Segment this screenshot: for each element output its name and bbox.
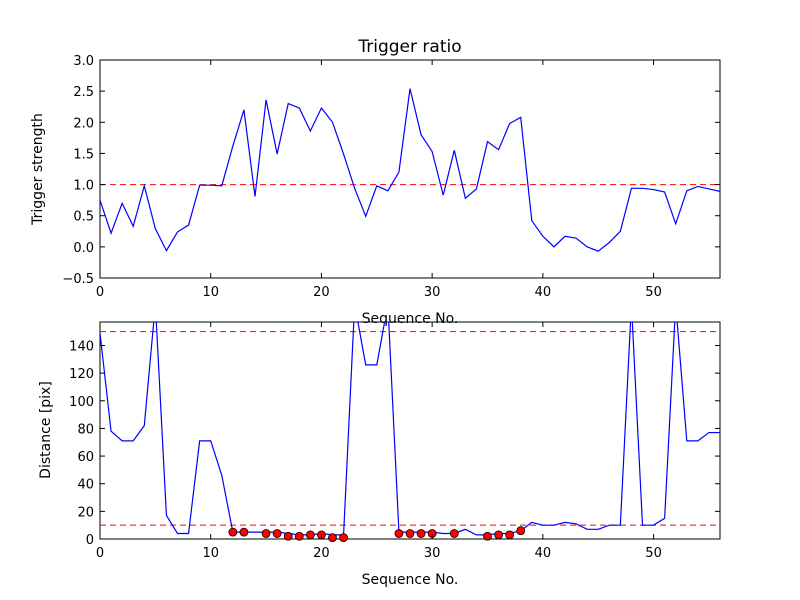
bottom-y-tick-label: 0: [86, 533, 94, 548]
top-x-axis-label: Sequence No.: [362, 311, 459, 327]
bottom-x-tick-label: 10: [202, 546, 219, 561]
top-y-tick-label: 3.0: [73, 54, 94, 69]
bottom-y-tick-label: 20: [77, 505, 94, 520]
top-x-tick-label: 0: [96, 285, 104, 300]
top-y-tick-label: 0.5: [73, 210, 94, 225]
bottom-data-marker: [305, 530, 315, 540]
top-x-tick-label: 50: [645, 285, 662, 300]
bottom-data-marker: [405, 529, 415, 538]
top-y-tick-label: 2.5: [73, 85, 94, 100]
bottom-data-marker: [261, 529, 271, 538]
bottom-data-marker: [416, 529, 426, 538]
bottom-data-marker: [294, 531, 304, 541]
bottom-x-tick-label: 0: [96, 546, 104, 561]
top-series-line: [100, 88, 720, 252]
bottom-y-tick-label: 60: [77, 450, 94, 465]
bottom-x-tick-label: 50: [645, 546, 662, 561]
bottom-data-marker: [339, 533, 348, 543]
bottom-plot-frame: [99, 321, 721, 540]
bottom-series-line: [100, 322, 720, 536]
bottom-y-tick-label: 100: [69, 395, 94, 410]
top-plot-frame: [99, 59, 721, 279]
bottom-data-marker: [239, 527, 249, 537]
top-y-tick-label: 1.0: [73, 179, 94, 194]
bottom-data-marker: [483, 531, 492, 541]
bottom-x-tick-label: 20: [313, 546, 330, 561]
top-y-tick-label: 0.0: [73, 241, 94, 256]
top-x-tick-label: 30: [424, 285, 441, 300]
bottom-x-tick-label: 30: [424, 546, 441, 561]
bottom-y-axis-label: Distance [pix]: [38, 381, 54, 479]
bottom-x-tick-label: 40: [535, 546, 552, 561]
bottom-data-marker: [449, 529, 459, 538]
top-x-tick-label: 20: [313, 285, 330, 300]
bottom-plot-area: 0 10 20 30 40 50 0 20 40 60 80 100 120 140: [69, 322, 720, 561]
bottom-y-tick-label: 80: [77, 422, 94, 437]
bottom-data-layer: [100, 322, 720, 536]
top-x-tick-label: 40: [535, 285, 552, 300]
top-y-tick-label: 1.5: [73, 147, 94, 162]
bottom-data-marker: [228, 527, 238, 537]
top-x-tick-label: 10: [202, 285, 219, 300]
top-y-tick-label: 2.0: [73, 116, 94, 131]
top-y-axis-label: Trigger strength: [30, 113, 46, 226]
bottom-data-marker: [272, 529, 282, 538]
bottom-y-tick-label: 120: [69, 367, 94, 382]
bottom-data-marker: [516, 526, 526, 536]
top-y-tick-label: −0.5: [62, 272, 94, 287]
bottom-data-marker: [505, 530, 515, 540]
bottom-data-marker: [394, 529, 404, 538]
top-chart-title: Trigger ratio: [357, 37, 461, 57]
top-data-layer: [100, 88, 720, 252]
bottom-y-tick-label: 140: [69, 339, 94, 354]
bottom-x-axis-label: Sequence No.: [362, 572, 459, 588]
bottom-y-tick-label: 40: [77, 478, 94, 493]
bottom-data-marker: [283, 531, 293, 541]
bottom-data-marker: [494, 530, 503, 540]
bottom-data-marker: [328, 533, 337, 543]
top-plot-area: 0 10 20 30 40 50 −0.5 0.0 0.5 1.0 1.5 2.0 2.5 3.0: [62, 54, 720, 300]
